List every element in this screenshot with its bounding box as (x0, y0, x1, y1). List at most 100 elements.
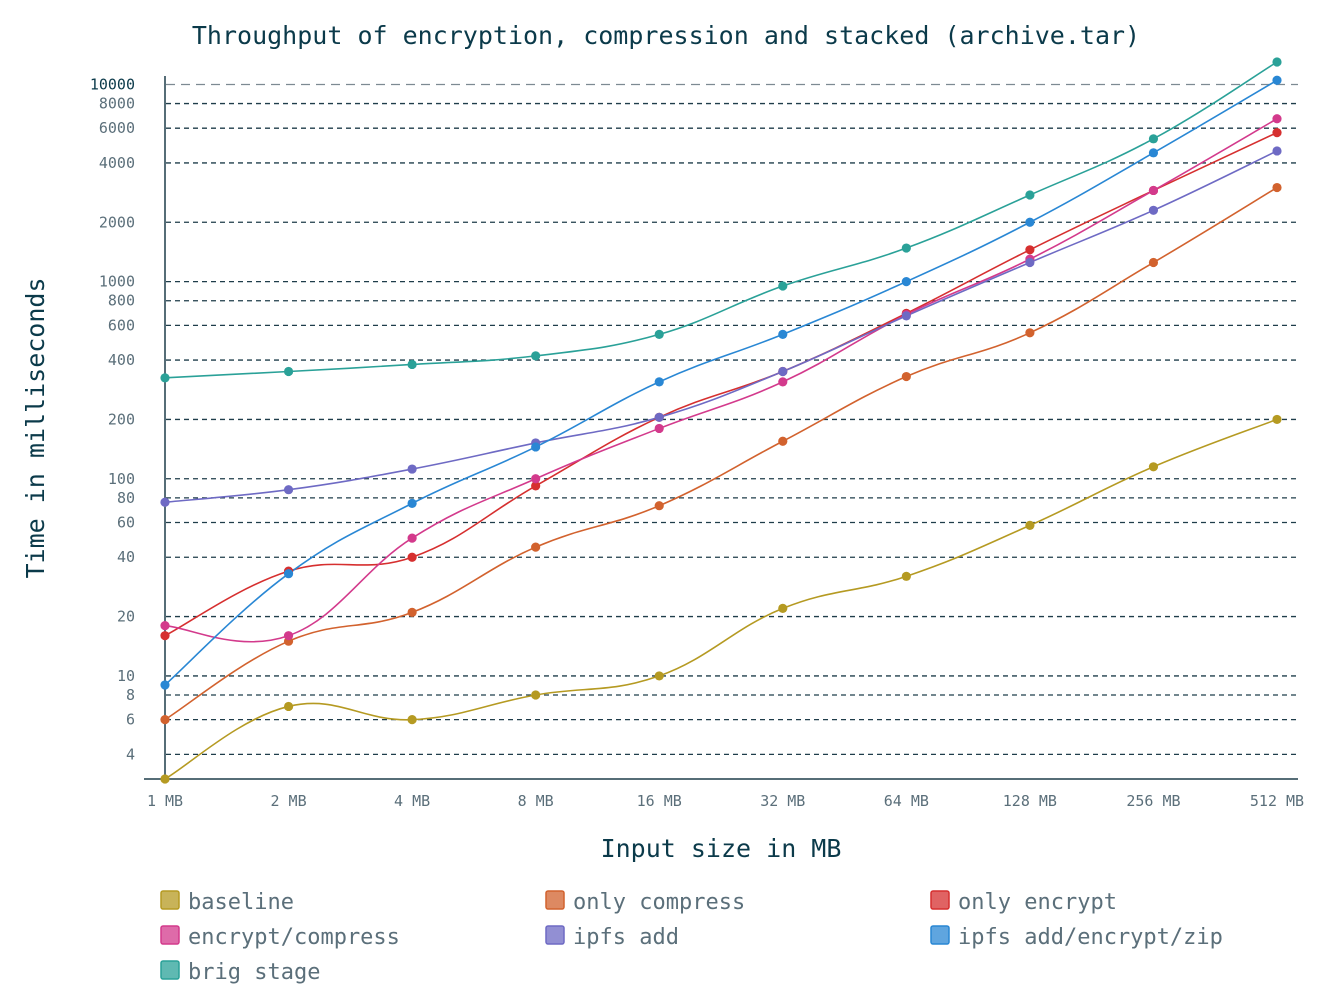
data-point-brig-stage (1148, 134, 1159, 144)
data-point-encrypt-compress (407, 533, 417, 543)
data-point-brig-stage (407, 359, 417, 370)
legend-item-only-compress[interactable]: only compress (545, 890, 745, 915)
data-point-only-compress (407, 607, 417, 617)
legend-item-ipfs-add[interactable]: ipfs add (545, 925, 679, 950)
data-point-ipfs-add-encrypt-zip (1025, 217, 1035, 227)
data-point-baseline (901, 571, 911, 581)
y-tick-label: 60 (117, 514, 135, 532)
legend-item-encrypt-compress[interactable]: encrypt/compress (160, 925, 400, 950)
x-axis: 1 MB 2 MB 4 MB 8 MB 16 MB 32 MB 64 MB 128 MB 256… (144, 778, 1304, 810)
legend-label: only compress (573, 890, 745, 915)
series-line-only-compress (164, 186, 1278, 721)
data-point-brig-stage (283, 366, 294, 377)
x-tick-label: 4 MB (394, 792, 430, 810)
data-point-ipfs-add-encrypt-zip (160, 680, 170, 690)
data-point-only-encrypt (531, 481, 541, 491)
y-tick-label: 1000 (99, 273, 135, 291)
data-point-brig-stage (654, 329, 664, 339)
x-tick-label: 1 MB (147, 792, 183, 810)
legend-label: ipfs add/encrypt/zip (958, 925, 1223, 950)
y-tick-label: 10000 (90, 75, 135, 93)
data-point-ipfs-add-encrypt-zip (1148, 148, 1159, 158)
data-point-ipfs-add (778, 366, 788, 377)
legend-label: encrypt/compress (188, 925, 400, 950)
data-point-ipfs-add (1025, 257, 1035, 268)
data-point-encrypt-compress (531, 474, 541, 484)
data-point-baseline (160, 774, 170, 784)
data-point-ipfs-add-encrypt-zip (531, 442, 541, 452)
data-point-encrypt-compress (654, 423, 664, 434)
y-tick-label: 40 (117, 548, 135, 566)
legend-item-brig-stage[interactable]: brig stage (160, 960, 320, 985)
y-tick-label: 2000 (99, 213, 135, 231)
series-line-ipfs-add-encrypt-zip (164, 79, 1278, 686)
data-point-baseline (1272, 414, 1282, 425)
y-axis-title: Time in milliseconds (21, 277, 50, 578)
data-point-ipfs-add (901, 311, 911, 321)
x-tick-label: 16 MB (637, 792, 682, 810)
y-tick-label: 80 (117, 489, 135, 507)
series-line-only-encrypt (164, 131, 1278, 637)
x-tick-label: 64 MB (884, 792, 929, 810)
y-tick-label: 4000 (99, 154, 135, 172)
data-point-baseline (407, 715, 417, 725)
y-tick-label: 6 (126, 711, 135, 729)
legend-item-only-encrypt[interactable]: only encrypt (930, 890, 1117, 915)
y-tick-label: 100 (108, 470, 135, 488)
x-tick-label: 2 MB (270, 792, 306, 810)
series-points (160, 57, 1282, 784)
data-point-encrypt-compress (778, 377, 788, 387)
data-point-brig-stage (1272, 57, 1282, 67)
series-line-baseline (164, 418, 1278, 780)
legend-swatch (160, 925, 180, 945)
legend-swatch (545, 925, 565, 945)
data-point-ipfs-add-encrypt-zip (407, 498, 417, 508)
data-point-baseline (1025, 520, 1035, 531)
data-point-only-encrypt (160, 631, 170, 641)
data-point-only-compress (778, 436, 788, 446)
data-point-encrypt-compress (1148, 185, 1159, 196)
data-point-ipfs-add-encrypt-zip (283, 569, 294, 579)
data-point-baseline (283, 701, 294, 712)
legend-label: only encrypt (958, 890, 1117, 915)
data-point-ipfs-add-encrypt-zip (654, 377, 664, 387)
y-tick-label: 20 (117, 608, 135, 626)
legend-swatch (930, 925, 950, 945)
data-point-brig-stage (901, 243, 911, 253)
grid-lines (166, 83, 1298, 756)
data-point-encrypt-compress (1272, 114, 1282, 124)
legend: baseline only compress only encrypt encrypt… (160, 890, 1223, 985)
data-point-only-compress (1272, 182, 1282, 193)
data-point-only-compress (654, 501, 664, 511)
data-point-ipfs-add (1148, 205, 1159, 215)
data-point-only-compress (1148, 257, 1159, 268)
series-line-ipfs-add (164, 150, 1278, 504)
x-tick-label: 8 MB (518, 792, 554, 810)
data-point-ipfs-add-encrypt-zip (901, 277, 911, 287)
data-point-ipfs-add (407, 464, 417, 474)
legend-item-baseline[interactable]: baseline (160, 890, 294, 915)
legend-swatch (930, 890, 950, 910)
data-point-encrypt-compress (160, 620, 170, 631)
y-tick-label: 8 (126, 686, 135, 704)
data-point-baseline (654, 671, 664, 681)
y-tick-label: 200 (108, 410, 135, 428)
legend-item-ipfs-add-encrypt-zip[interactable]: ipfs add/encrypt/zip (930, 925, 1223, 950)
data-point-baseline (778, 603, 788, 614)
data-point-baseline (531, 690, 541, 700)
data-point-ipfs-add-encrypt-zip (1272, 75, 1282, 85)
data-point-only-encrypt (1025, 245, 1035, 255)
data-point-ipfs-add (1272, 146, 1282, 156)
data-point-ipfs-add (654, 412, 664, 422)
data-point-brig-stage (160, 373, 170, 383)
x-axis-title: Input size in MB (601, 834, 842, 863)
y-tick-label: 4 (126, 745, 135, 763)
series-line-encrypt-compress (164, 118, 1278, 643)
y-tick-label: 8000 (99, 95, 135, 113)
x-tick-label: 512 MB (1250, 792, 1304, 810)
data-point-only-compress (160, 715, 170, 725)
data-point-only-compress (901, 371, 911, 382)
legend-swatch (545, 890, 565, 910)
data-point-baseline (1148, 462, 1159, 472)
